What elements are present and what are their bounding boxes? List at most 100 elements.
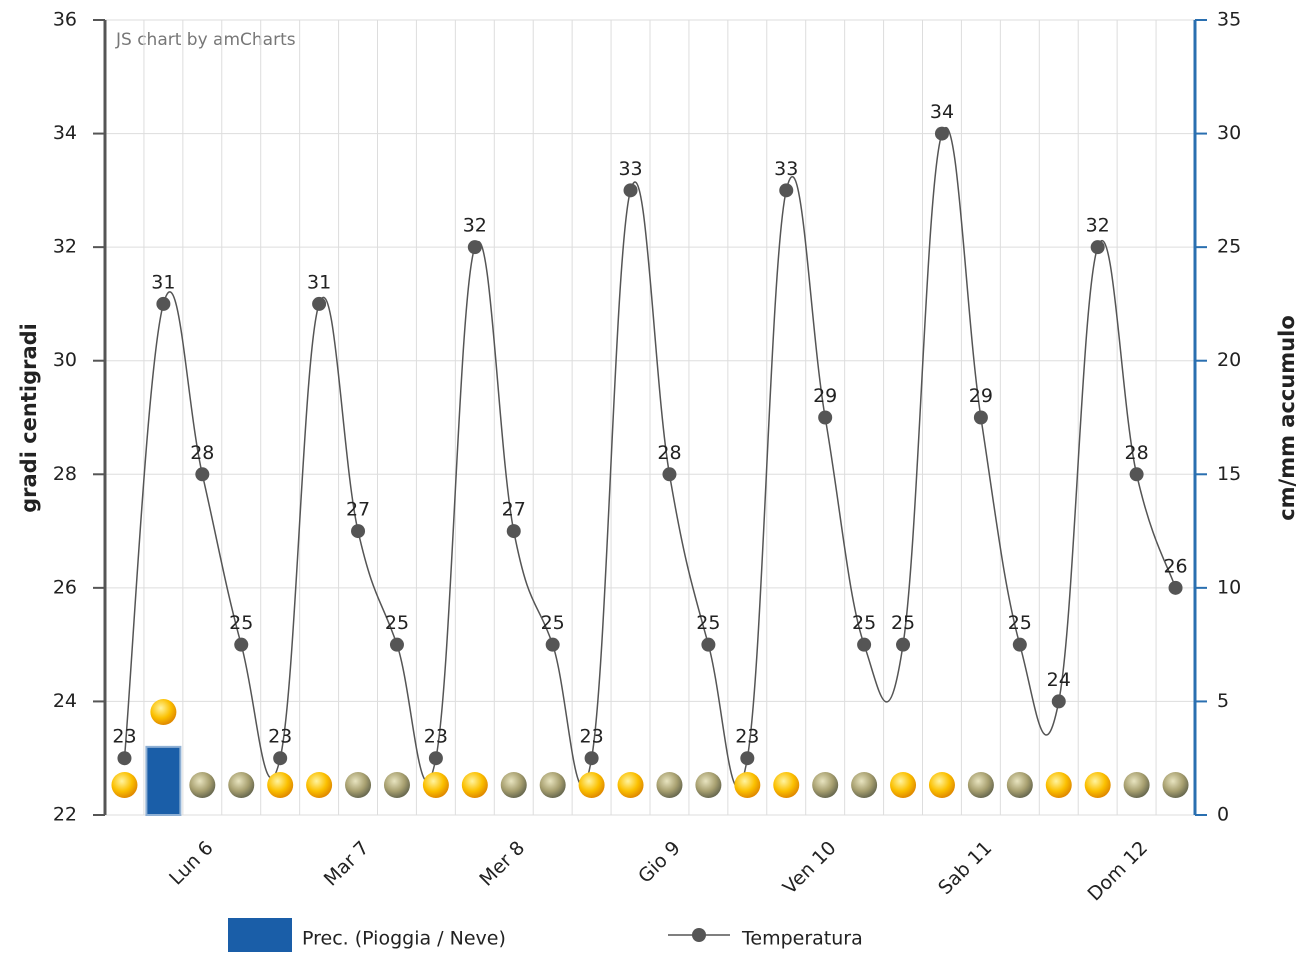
- weather-icon: [734, 772, 761, 798]
- data-label: 31: [307, 271, 331, 293]
- point: [1129, 467, 1144, 482]
- data-label: 29: [813, 385, 837, 407]
- point: [623, 183, 638, 198]
- data-label: 33: [774, 158, 798, 180]
- weather-icon: [656, 772, 683, 798]
- weather-icon: [695, 772, 722, 798]
- y-tick-label: 30: [53, 349, 77, 371]
- weather-icon: [890, 772, 917, 798]
- point: [1012, 637, 1027, 652]
- data-label: 28: [1125, 442, 1149, 464]
- x-tick-label: Sab 11: [934, 837, 996, 899]
- point: [545, 637, 560, 652]
- line: [123, 126, 1177, 788]
- weather-icons: [111, 699, 1189, 798]
- data-label: 28: [657, 442, 681, 464]
- point: [818, 410, 833, 425]
- point: [312, 296, 327, 311]
- legend-label: Temperatura: [741, 928, 863, 950]
- y-tick-label: 28: [53, 463, 77, 485]
- watermark: JS chart by amCharts: [115, 30, 296, 50]
- bar: [145, 745, 182, 816]
- data-label: 28: [190, 442, 214, 464]
- legend-swatch: [692, 928, 706, 942]
- point: [896, 637, 911, 652]
- y2-tick-label: 20: [1217, 349, 1241, 371]
- y-tick-label: 24: [53, 690, 77, 712]
- point: [701, 637, 716, 652]
- point: [273, 751, 288, 766]
- weather-icon: [1084, 772, 1111, 798]
- y2-tick-label: 15: [1217, 463, 1241, 485]
- point: [584, 751, 599, 766]
- y2-tick-label: 10: [1217, 576, 1241, 598]
- data-label: 33: [618, 158, 642, 180]
- point: [156, 296, 171, 311]
- data-label: 25: [852, 612, 876, 634]
- weather-icon: [1006, 772, 1033, 798]
- point: [117, 751, 132, 766]
- data-label: 26: [1163, 555, 1187, 577]
- data-label: 23: [424, 726, 448, 748]
- point: [428, 751, 443, 766]
- weather-icon: [1162, 772, 1189, 798]
- y2-tick-label: 30: [1217, 122, 1241, 144]
- data-label: 34: [930, 101, 954, 123]
- weather-icon: [461, 772, 488, 798]
- data-label: 23: [735, 726, 759, 748]
- weather-icon: [150, 699, 177, 725]
- y-tick-label: 34: [53, 122, 77, 144]
- weather-icon: [111, 772, 138, 798]
- y-axis-label: gradi centigradi: [17, 323, 41, 513]
- weather-icon: [851, 772, 878, 798]
- point: [1090, 240, 1105, 255]
- point: [973, 410, 988, 425]
- data-label: 25: [1008, 612, 1032, 634]
- point: [740, 751, 755, 766]
- point: [195, 467, 210, 482]
- point: [1051, 694, 1066, 709]
- weather-icon: [267, 772, 294, 798]
- weather-icon: [773, 772, 800, 798]
- data-label: 25: [696, 612, 720, 634]
- point: [934, 126, 949, 141]
- weather-icon: [539, 772, 566, 798]
- weather-icon: [306, 772, 333, 798]
- y2-tick-label: 0: [1217, 804, 1229, 826]
- data-label: 23: [112, 726, 136, 748]
- weather-icon: [967, 772, 994, 798]
- x-tick-label: Dom 12: [1083, 837, 1152, 906]
- data-label: 23: [268, 726, 292, 748]
- data-label: 27: [502, 499, 526, 521]
- weather-icon: [383, 772, 410, 798]
- y-tick-label: 32: [53, 236, 77, 258]
- weather-icon: [928, 772, 955, 798]
- data-label: 31: [151, 271, 175, 293]
- x-tick-label: Mer 8: [475, 837, 529, 891]
- x-tick-label: Mar 7: [320, 837, 374, 891]
- data-label: 25: [541, 612, 565, 634]
- point: [467, 240, 482, 255]
- data-label: 32: [1086, 215, 1110, 237]
- y2-tick-label: 35: [1217, 9, 1241, 31]
- legend-label: Prec. (Pioggia / Neve): [302, 928, 506, 950]
- y2-tick-label: 5: [1217, 690, 1229, 712]
- weather-icon: [617, 772, 644, 798]
- legend-swatch: [228, 918, 292, 952]
- point: [506, 524, 521, 539]
- x-tick-label: Ven 10: [779, 837, 841, 899]
- data-label: 29: [969, 385, 993, 407]
- point: [234, 637, 249, 652]
- x-tick-label: Lun 6: [165, 837, 218, 890]
- point: [857, 637, 872, 652]
- point: [779, 183, 794, 198]
- y2-tick-label: 25: [1217, 236, 1241, 258]
- data-label: 24: [1047, 669, 1071, 691]
- point: [351, 524, 366, 539]
- weather-icon: [189, 772, 216, 798]
- y-tick-label: 22: [53, 804, 77, 826]
- data-label: 25: [385, 612, 409, 634]
- weather-icon: [228, 772, 255, 798]
- weather-icon: [500, 772, 527, 798]
